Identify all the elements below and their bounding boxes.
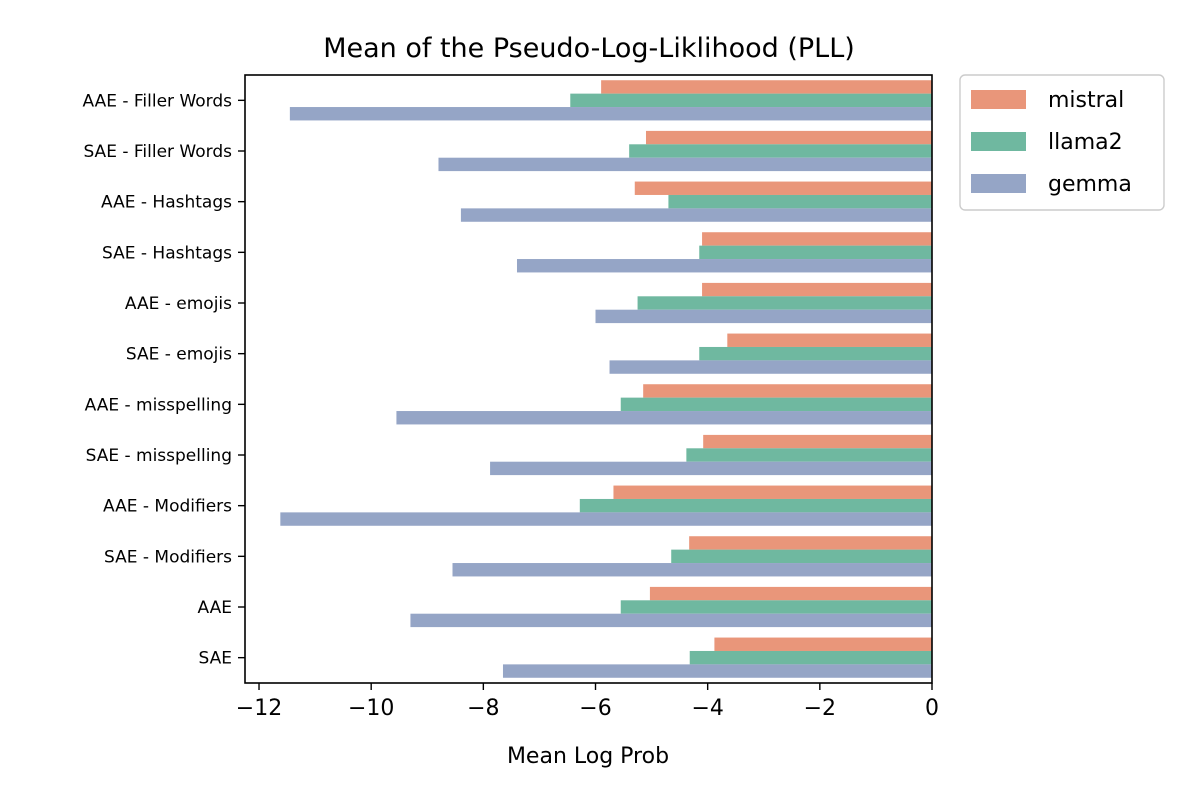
x-tick-label: −8 [467, 696, 499, 721]
bar-llama2-5 [699, 346, 932, 361]
bar-llama2-8 [579, 498, 932, 513]
y-tick-label: AAE - Modifiers [103, 497, 232, 517]
y-tick-label: SAE - misspelling [86, 446, 232, 466]
bar-gemma-7 [490, 461, 932, 476]
legend-label-llama2: llama2 [1048, 130, 1123, 155]
legend-swatch-gemma [971, 174, 1026, 193]
y-tick-label: SAE - emojis [126, 345, 232, 365]
y-tick-label: SAE [199, 649, 232, 669]
y-tick-label: AAE [198, 598, 232, 618]
y-tick-label: SAE - Modifiers [104, 547, 232, 567]
x-tick-label: −12 [236, 696, 282, 721]
bar-gemma-1 [438, 157, 932, 172]
legend: mistral llama2 gemma [959, 74, 1165, 211]
bar-mistral-9 [689, 536, 932, 550]
bar-gemma-5 [609, 360, 932, 374]
bar-mistral-0 [601, 80, 932, 94]
x-tick-label: 0 [925, 696, 939, 721]
bar-llama2-3 [699, 245, 932, 260]
bar-llama2-1 [629, 144, 932, 158]
y-tick-label: AAE - misspelling [85, 395, 232, 415]
x-axis-label: Mean Log Prob [507, 744, 669, 769]
chart-title: Mean of the Pseudo-Log-Liklihood (PLL) [323, 33, 855, 64]
legend-label-mistral: mistral [1048, 88, 1124, 113]
y-axis-ticks: AAE - Filler Words SAE - Filler Words AAE … [82, 91, 245, 669]
bar-gemma-11 [502, 664, 932, 678]
bar-llama2-9 [671, 549, 932, 564]
legend-label-gemma: gemma [1048, 172, 1132, 197]
bar-gemma-9 [452, 563, 932, 577]
bar-mistral-10 [649, 586, 932, 601]
bar-llama2-6 [620, 397, 932, 412]
bar-mistral-4 [702, 282, 932, 297]
legend-swatch-mistral [971, 90, 1026, 109]
bar-gemma-10 [410, 613, 933, 628]
bar-mistral-3 [702, 232, 932, 246]
bar-llama2-0 [570, 93, 932, 108]
bar-llama2-2 [668, 194, 932, 209]
bar-llama2-7 [686, 448, 932, 462]
bar-mistral-6 [643, 384, 932, 398]
y-tick-label: AAE - emojis [125, 294, 232, 314]
bar-gemma-6 [396, 411, 932, 425]
bar-llama2-4 [637, 296, 932, 310]
bar-mistral-2 [634, 181, 932, 195]
y-tick-label: AAE - Hashtags [101, 193, 232, 213]
bar-llama2-11 [689, 650, 932, 665]
bar-llama2-10 [620, 600, 932, 614]
bar-mistral-5 [727, 333, 932, 347]
bar-mistral-8 [613, 485, 932, 499]
x-tick-label: −2 [804, 696, 836, 721]
x-tick-label: −6 [579, 696, 611, 721]
x-tick-label: −4 [691, 696, 723, 721]
y-tick-label: SAE - Hashtags [102, 243, 232, 263]
bar-mistral-1 [645, 130, 932, 145]
x-tick-label: −10 [348, 696, 394, 721]
bars-group [280, 80, 933, 678]
bar-gemma-4 [595, 309, 932, 324]
x-axis-ticks: −12 −10 −8 −6 −4 −2 0 [236, 683, 939, 721]
y-tick-label: SAE - Filler Words [83, 142, 232, 162]
bar-gemma-2 [460, 208, 932, 222]
plot-frame [244, 74, 933, 684]
legend-swatch-llama2 [971, 132, 1026, 151]
bar-gemma-3 [516, 259, 932, 273]
bar-gemma-8 [280, 512, 932, 526]
y-tick-label: AAE - Filler Words [82, 91, 232, 111]
bar-gemma-0 [289, 107, 932, 121]
bar-mistral-11 [714, 637, 932, 651]
bar-mistral-7 [703, 434, 932, 449]
